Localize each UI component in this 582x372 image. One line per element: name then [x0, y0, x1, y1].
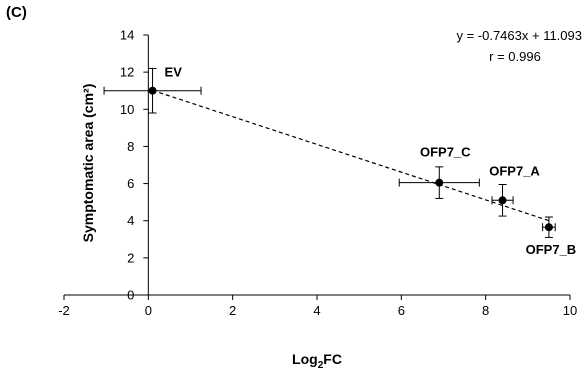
data-point — [148, 86, 157, 95]
y-tick-label: 14 — [120, 28, 134, 43]
x-tick-label: 2 — [229, 303, 236, 318]
x-tick-label: 4 — [313, 303, 320, 318]
y-tick-labels: 0 2 4 6 8 10 12 14 — [120, 28, 134, 303]
x-axis-title-subscript: 2 — [318, 360, 324, 371]
data-point — [435, 178, 444, 187]
x-tick-labels: -2 0 2 4 6 8 10 — [58, 303, 577, 318]
point-label: OFP7_B — [526, 242, 577, 257]
trendline-equation: y = -0.7463x + 11.093 — [456, 28, 582, 43]
x-tick-label: 8 — [482, 303, 489, 318]
x-axis-title: Log2FC — [292, 351, 342, 371]
y-tick-label: 10 — [120, 102, 134, 117]
trendline-group — [152, 89, 550, 222]
correlation-coefficient: r = 0.996 — [489, 49, 541, 64]
point-label: EV — [165, 65, 183, 80]
x-tick-label: 6 — [398, 303, 405, 318]
point-label: OFP7_A — [489, 163, 540, 178]
point-labels: EV OFP7_C OFP7_A OFP7_B — [165, 65, 577, 258]
y-tick-label: 0 — [127, 288, 134, 303]
x-tick-label: -2 — [58, 303, 70, 318]
axes — [63, 34, 571, 300]
x-axis-title-main: Log — [292, 351, 318, 367]
error-bars — [103, 67, 556, 238]
trendline — [152, 89, 550, 222]
x-axis-title-tail: FC — [323, 351, 342, 367]
y-axis-title: Symptomatic area (cm²) — [80, 84, 96, 243]
y-tick-label: 6 — [127, 176, 134, 191]
x-tick-label: 0 — [145, 303, 152, 318]
y-tick-label: 8 — [127, 139, 134, 154]
y-tick-label: 12 — [120, 65, 134, 80]
y-tick-label: 4 — [127, 213, 134, 228]
data-point — [498, 196, 507, 205]
panel-label: (C) — [6, 4, 27, 21]
data-point — [544, 223, 553, 232]
x-tick-label: 10 — [563, 303, 577, 318]
point-label: OFP7_C — [420, 145, 471, 160]
data-points — [148, 86, 553, 232]
y-tick-label: 2 — [127, 250, 134, 265]
